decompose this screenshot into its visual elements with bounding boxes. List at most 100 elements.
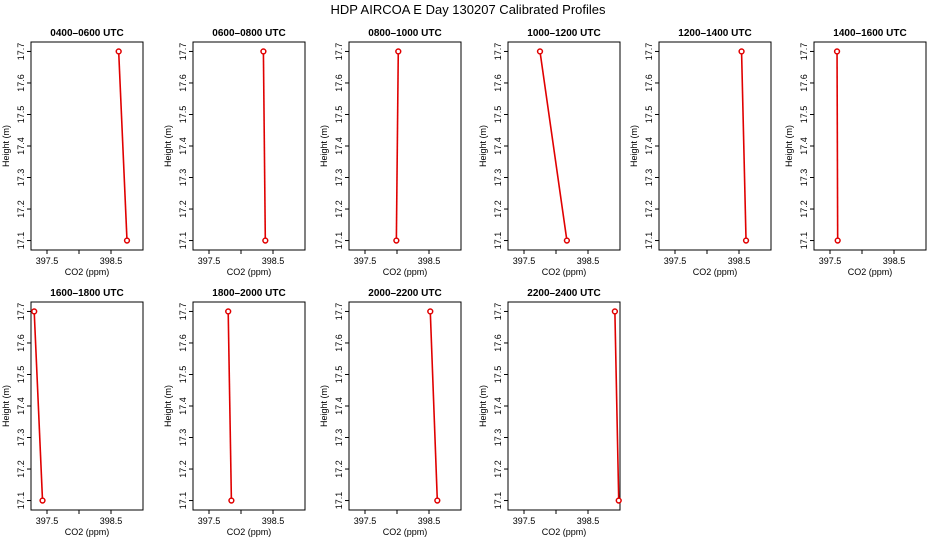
y-tick-label: 17.1: [16, 492, 26, 510]
panel-5: 1400–1600 UTC 397.5 398.5 17.1 17.2 17.3 17.4 1…: [784, 28, 927, 277]
y-axis-label: Height (m): [478, 125, 488, 167]
panel-title: 0800–1000 UTC: [368, 28, 441, 39]
y-tick-label: 17.7: [644, 43, 654, 61]
x-tick-label: 397.5: [354, 256, 377, 266]
y-tick-label: 17.2: [16, 200, 26, 218]
data-point: [536, 48, 544, 55]
y-tick-label: 17.1: [493, 232, 503, 250]
profile-line: [33, 311, 44, 501]
x-tick-label: 398.5: [262, 256, 285, 266]
y-tick-label: 17.3: [334, 429, 344, 447]
y-tick-label: 17.3: [799, 169, 809, 187]
x-tick-label: 397.5: [664, 256, 687, 266]
panel-1: 0600–0800 UTC 397.5 398.5 17.1 17.2 17.3 17.4 1…: [163, 28, 306, 277]
data-point: [115, 48, 122, 55]
x-axis-label: CO2 (ppm): [848, 267, 893, 277]
x-axis-label: CO2 (ppm): [65, 527, 110, 537]
y-tick-label: 17.3: [16, 169, 26, 187]
x-tick-label: 397.5: [513, 516, 536, 526]
data-point: [262, 237, 269, 244]
y-tick-label: 17.4: [334, 397, 344, 415]
y-tick-label: 17.1: [16, 232, 26, 250]
plot-frame: [348, 41, 462, 251]
y-tick-label: 17.6: [16, 74, 26, 92]
data-point: [123, 237, 131, 244]
y-tick-label: 17.5: [334, 106, 344, 124]
y-tick-label: 17.4: [16, 137, 26, 155]
plot-frame: [348, 301, 462, 511]
data-point: [260, 48, 267, 55]
profile-line: [227, 311, 233, 501]
y-tick-label: 17.5: [493, 106, 503, 124]
x-axis-label: CO2 (ppm): [542, 527, 587, 537]
data-point: [31, 308, 38, 315]
profile-line: [117, 51, 128, 241]
y-tick-label: 17.3: [644, 169, 654, 187]
x-tick-label: 398.5: [577, 256, 600, 266]
panel-title: 0600–0800 UTC: [212, 28, 285, 39]
y-tick-label: 17.1: [493, 492, 503, 510]
data-point: [738, 48, 745, 55]
y-axis-label: Height (m): [1, 385, 11, 427]
panel-4: 1200–1400 UTC 397.5 398.5 17.1 17.2 17.3 17.4 1…: [629, 28, 772, 277]
x-tick-label: 397.5: [513, 256, 536, 266]
data-point: [611, 308, 619, 315]
y-tick-label: 17.1: [178, 492, 188, 510]
y-tick-label: 17.1: [644, 232, 654, 250]
panel-title: 1200–1400 UTC: [678, 28, 751, 39]
y-axis-label: Height (m): [784, 125, 794, 167]
data-point: [225, 308, 232, 315]
x-axis-label: CO2 (ppm): [383, 267, 428, 277]
y-tick-label: 17.3: [178, 429, 188, 447]
y-tick-label: 17.6: [799, 74, 809, 92]
x-tick-label: 398.5: [577, 516, 600, 526]
panel-9: 2200–2400 UTC 397.5 398.5 17.1 17.2 17.3 17.4 1…: [478, 288, 622, 537]
profile-line: [395, 51, 400, 241]
panel-title: 0400–0600 UTC: [50, 28, 123, 39]
x-tick-label: 397.5: [36, 256, 59, 266]
profile-line: [429, 311, 439, 501]
x-tick-label: 398.5: [100, 516, 123, 526]
y-tick-label: 17.2: [493, 460, 503, 478]
data-point: [563, 237, 571, 244]
y-tick-label: 17.2: [178, 200, 188, 218]
x-tick-label: 398.5: [728, 256, 751, 266]
y-tick-label: 17.5: [644, 106, 654, 124]
y-tick-label: 17.7: [334, 43, 344, 61]
x-axis-label: CO2 (ppm): [227, 267, 272, 277]
data-point: [427, 308, 434, 315]
x-axis-label: CO2 (ppm): [383, 527, 428, 537]
y-tick-label: 17.6: [178, 334, 188, 352]
x-tick-label: 398.5: [418, 516, 441, 526]
y-tick-label: 17.2: [493, 200, 503, 218]
y-tick-label: 17.4: [334, 137, 344, 155]
y-tick-label: 17.3: [334, 169, 344, 187]
plot-frame: [507, 301, 621, 511]
y-axis-label: Height (m): [478, 385, 488, 427]
y-tick-label: 17.3: [493, 169, 503, 187]
panel-title: 1000–1200 UTC: [527, 28, 600, 39]
data-point: [434, 497, 441, 504]
y-tick-label: 17.6: [178, 74, 188, 92]
data-point: [39, 497, 46, 504]
y-tick-label: 17.7: [493, 43, 503, 61]
data-point: [228, 497, 235, 504]
page-title: HDP AIRCOA E Day 130207 Calibrated Profi…: [330, 2, 606, 17]
y-axis-label: Height (m): [629, 125, 639, 167]
y-tick-label: 17.7: [16, 303, 26, 321]
panel-title: 1400–1600 UTC: [833, 28, 906, 39]
y-tick-label: 17.4: [644, 137, 654, 155]
y-tick-label: 17.5: [16, 106, 26, 124]
profile-line: [614, 311, 620, 501]
y-tick-label: 17.1: [178, 232, 188, 250]
x-tick-label: 397.5: [36, 516, 59, 526]
y-tick-label: 17.5: [493, 366, 503, 384]
y-tick-label: 17.7: [178, 303, 188, 321]
y-tick-label: 17.2: [334, 200, 344, 218]
y-tick-label: 17.7: [16, 43, 26, 61]
plot-frame: [813, 41, 927, 251]
y-tick-label: 17.4: [178, 137, 188, 155]
x-tick-label: 398.5: [262, 516, 285, 526]
y-tick-label: 17.7: [493, 303, 503, 321]
